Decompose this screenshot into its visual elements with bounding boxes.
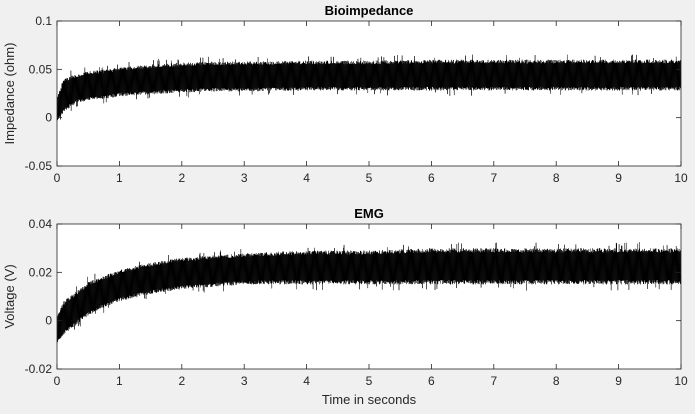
bioimpedance-x-tick-label: 0 xyxy=(54,171,61,185)
bioimpedance-y-axis-label: Impedance (ohm) xyxy=(2,43,17,145)
bioimpedance-x-tick-label: 7 xyxy=(490,171,497,185)
emg-x-tick-label: 3 xyxy=(241,374,248,388)
bioimpedance-x-tick-label: 10 xyxy=(674,171,688,185)
bioimpedance-axes: 0 1 2 3 4 5 6 7 8 9 10-0.0500.050.1BioimpedanceImp… xyxy=(2,3,688,185)
emg-y-tick-label: 0.02 xyxy=(29,265,53,279)
bioimpedance-y-tick-label: 0.05 xyxy=(29,62,53,76)
emg-x-tick-label: 4 xyxy=(303,374,310,388)
bioimpedance-x-tick-label: 1 xyxy=(116,171,123,185)
emg-x-tick-label: 7 xyxy=(490,374,497,388)
bioimpedance-plot-area xyxy=(57,21,681,166)
emg-x-axis-label: Time in seconds xyxy=(322,392,417,407)
emg-x-tick-label: 9 xyxy=(615,374,622,388)
bioimpedance-x-tick-label: 6 xyxy=(428,171,435,185)
bioimpedance-x-tick-label: 3 xyxy=(241,171,248,185)
emg-plot-area xyxy=(57,224,681,369)
bioimpedance-x-tick-label: 9 xyxy=(615,171,622,185)
emg-title: EMG xyxy=(354,206,384,221)
emg-signal-trace xyxy=(57,242,681,344)
bioimpedance-title: Bioimpedance xyxy=(325,3,414,18)
bioimpedance-x-tick-label: 8 xyxy=(553,171,560,185)
emg-x-tick-label: 8 xyxy=(553,374,560,388)
emg-y-tick-label: 0 xyxy=(45,314,52,328)
bioimpedance-y-tick-label: 0.1 xyxy=(35,14,52,28)
emg-x-tick-label: 2 xyxy=(178,374,185,388)
bioimpedance-x-tick-label: 4 xyxy=(303,171,310,185)
emg-x-tick-label: 6 xyxy=(428,374,435,388)
emg-x-tick-label: 10 xyxy=(674,374,688,388)
emg-y-tick-label: -0.02 xyxy=(25,362,53,376)
emg-x-tick-label: 1 xyxy=(116,374,123,388)
bioimpedance-y-tick-label: -0.05 xyxy=(25,159,53,173)
bioimpedance-signal-trace xyxy=(57,54,681,121)
bioimpedance-x-tick-label: 2 xyxy=(178,171,185,185)
emg-x-tick-label: 5 xyxy=(366,374,373,388)
emg-y-axis-label: Voltage (V) xyxy=(2,264,17,328)
bioimpedance-y-tick-label: 0 xyxy=(45,111,52,125)
bioimpedance-x-tick-label: 5 xyxy=(366,171,373,185)
emg-y-tick-label: 0.04 xyxy=(29,217,53,231)
emg-x-tick-label: 0 xyxy=(54,374,61,388)
